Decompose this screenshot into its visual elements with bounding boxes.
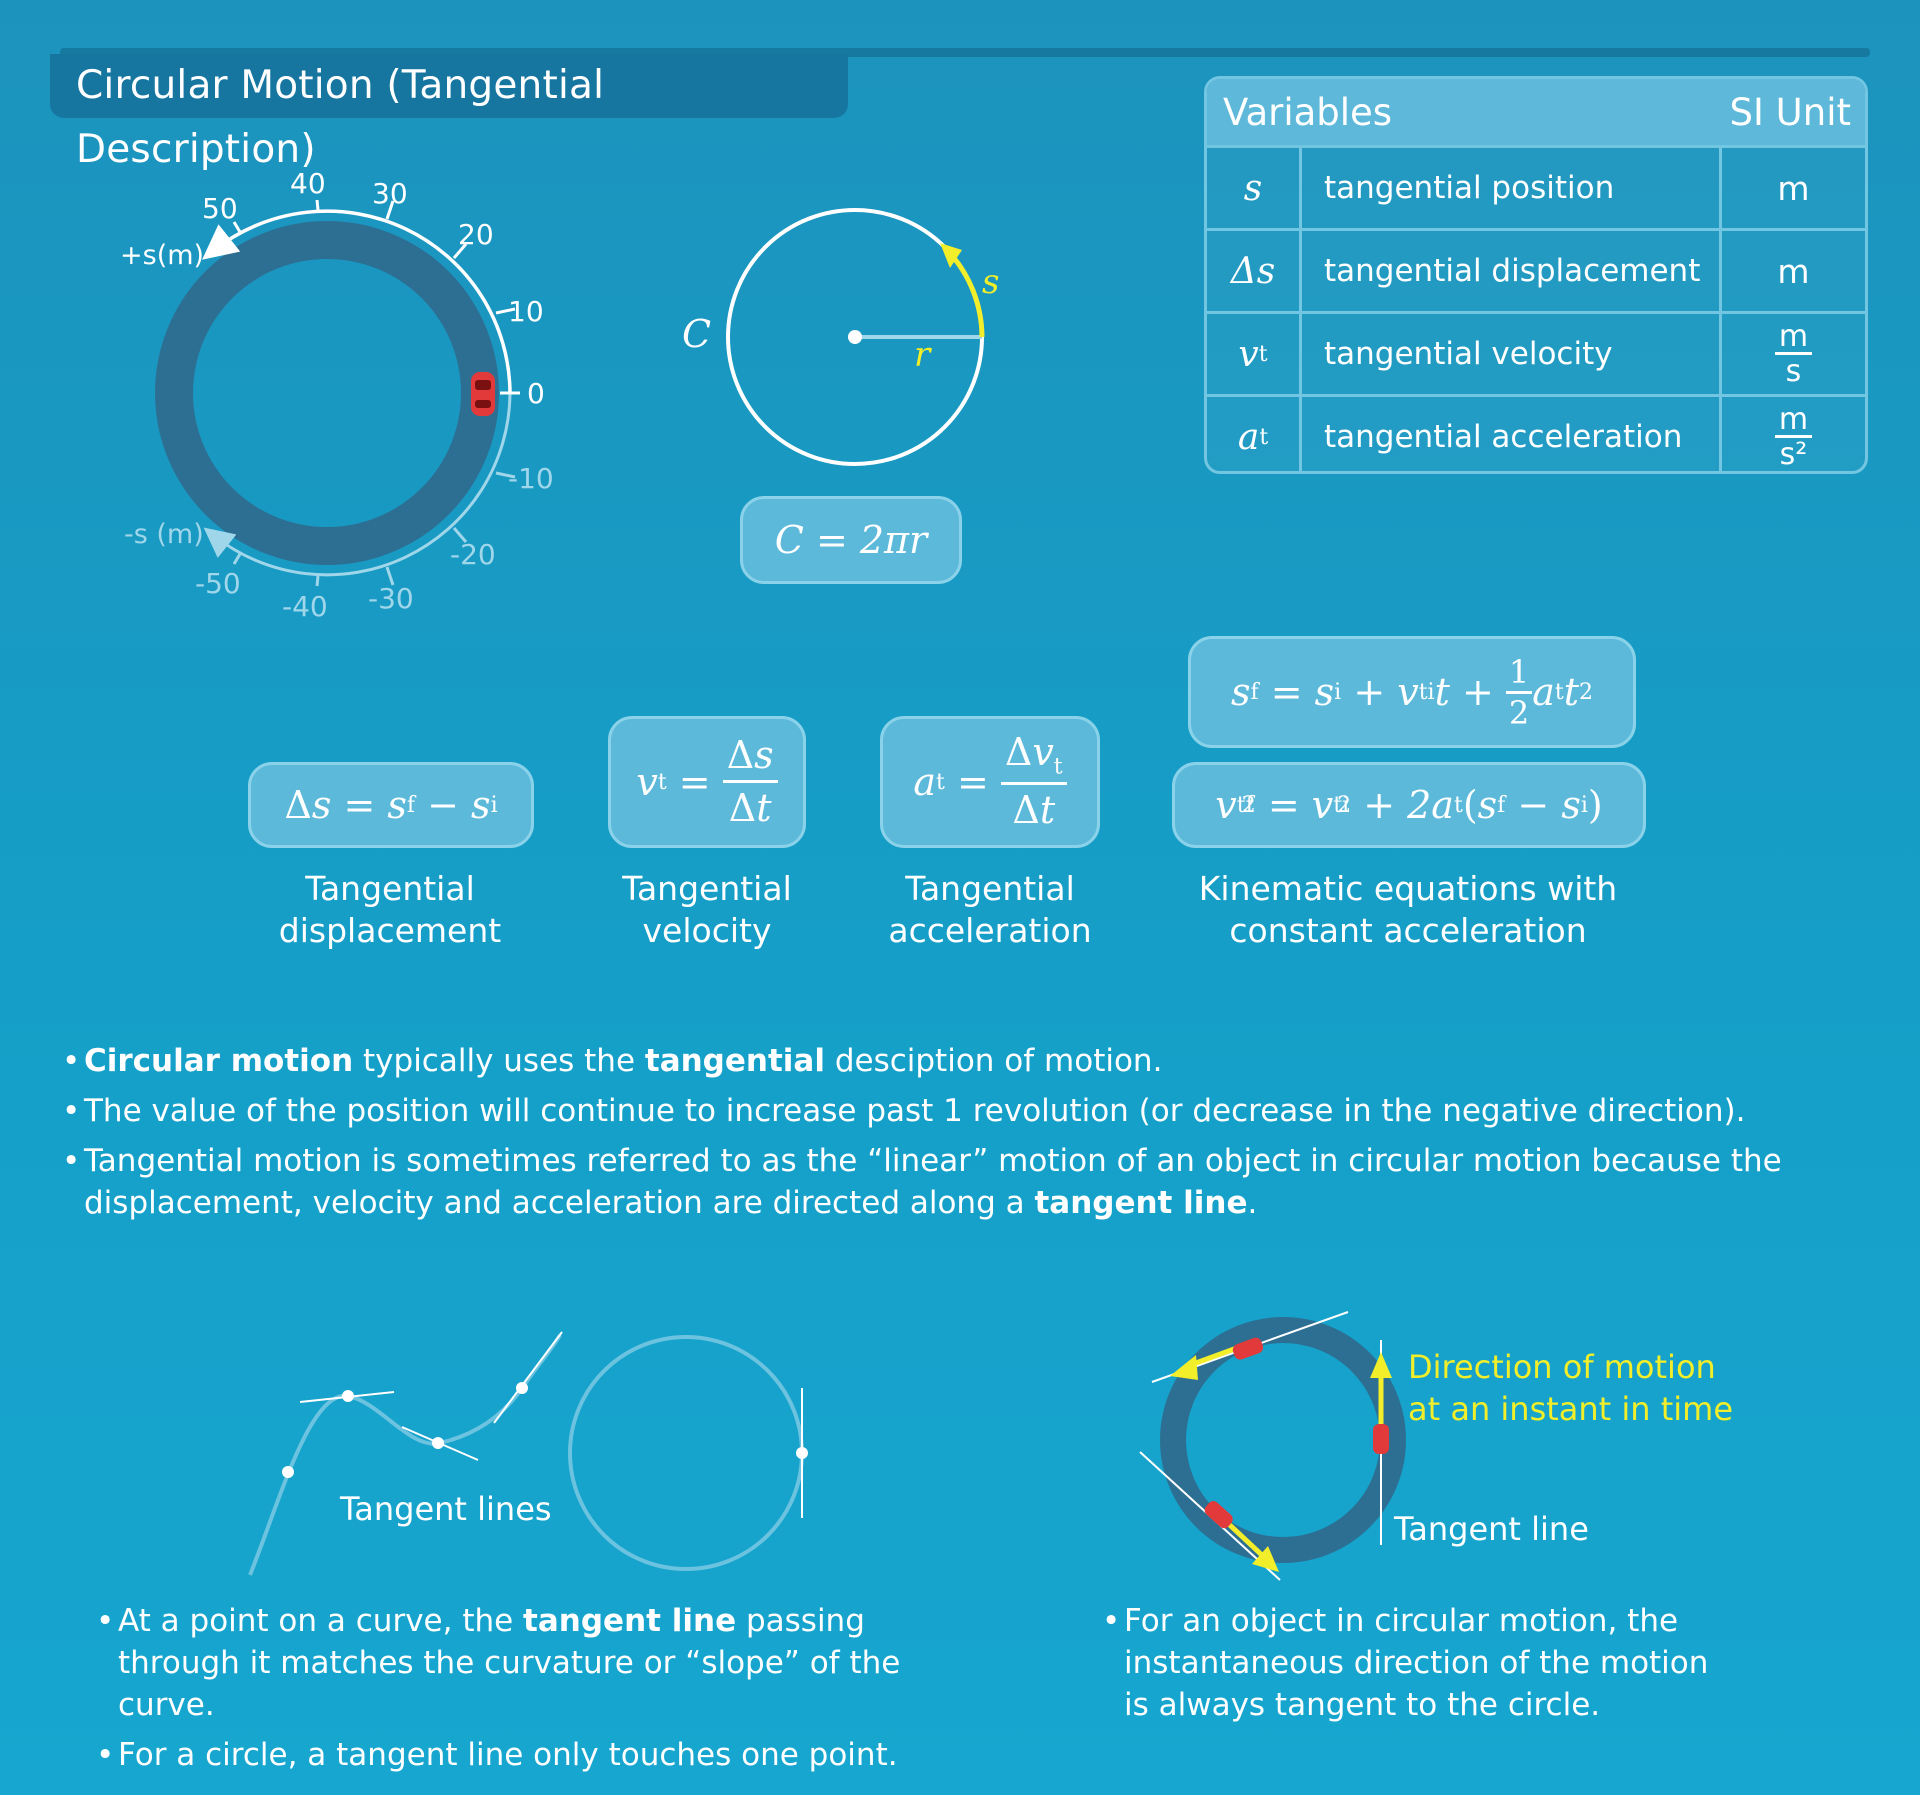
- car-icon-bottom: [1204, 1501, 1233, 1529]
- variable-symbol: Δs: [1207, 231, 1302, 311]
- page-title: Circular Motion (Tangential Description): [50, 54, 848, 172]
- variable-description: tangential position: [1302, 148, 1722, 228]
- variable-description: tangential displacement: [1302, 231, 1722, 311]
- tangent-points: [282, 1382, 528, 1478]
- motion-bullets: For an object in circular motion, the in…: [1102, 1600, 1742, 1734]
- circle-tangent-point: [796, 1447, 808, 1459]
- motion-arrowhead-top: [1170, 1355, 1198, 1380]
- kinematic-equation-2: v tf 2 = v ti 2 + 2a t(s f − s i): [1172, 762, 1646, 848]
- positive-axis-label: +s(m): [120, 240, 204, 271]
- circumference-formula: C = 2πr: [740, 496, 962, 584]
- tick-label-20: 20: [458, 218, 494, 251]
- motion-arrowhead-bottom: [1252, 1546, 1279, 1572]
- motion-track-ring: [1160, 1317, 1406, 1563]
- scale-arc-negative: [203, 392, 512, 577]
- bullet-2: The value of the position will continue …: [62, 1090, 1862, 1132]
- circumference-diagram: [726, 208, 985, 466]
- car-icon-top: [1232, 1337, 1264, 1360]
- motion-bullet-1: For an object in circular motion, the in…: [1102, 1600, 1742, 1726]
- circumference-formula-text: C = 2πr: [774, 518, 928, 562]
- header-si-unit: SI Unit: [1729, 90, 1851, 134]
- tick-label-neg30: -30: [368, 582, 414, 615]
- tangent-bullet-2: For a circle, a tangent line only touche…: [96, 1734, 996, 1776]
- tick-label-40: 40: [290, 167, 326, 200]
- tick-label-10: 10: [508, 295, 544, 328]
- acceleration-caption: Tangential acceleration: [888, 869, 1092, 950]
- motion-direction-diagram: [1139, 1311, 1406, 1581]
- radius-label: r: [914, 335, 931, 375]
- tangent-bullets: At a point on a curve, the tangent line …: [96, 1600, 996, 1784]
- curve-line: [248, 1334, 562, 1576]
- table-row: s tangential position m: [1207, 145, 1865, 228]
- tick-label-30: 30: [372, 177, 408, 210]
- car-icon: [471, 372, 495, 416]
- direction-of-motion-label: Direction of motion at an instant in tim…: [1408, 1348, 1734, 1428]
- table-row: Δs tangential displacement m: [1207, 228, 1865, 311]
- variable-description: tangential velocity: [1302, 314, 1722, 394]
- tangent-lines-diagram: [248, 1331, 808, 1576]
- scale-ticks-negative: [232, 471, 516, 587]
- tangent-bullet-1: At a point on a curve, the tangent line …: [96, 1600, 996, 1726]
- tangent-lines-label: Tangent lines: [340, 1490, 552, 1528]
- tick-label-neg40: -40: [282, 590, 328, 623]
- variable-unit: m: [1777, 168, 1810, 208]
- variable-symbol: s: [1207, 148, 1302, 228]
- negative-axis-label: -s (m): [124, 519, 204, 550]
- arc-arrowhead: [940, 243, 962, 268]
- tick-label-50: 50: [202, 192, 238, 225]
- main-bullets: Circular motion typically uses the tange…: [62, 1040, 1862, 1232]
- variable-unit: m: [1777, 251, 1810, 291]
- title-underline: [60, 48, 1870, 57]
- tick-label-0: 0: [527, 377, 545, 410]
- center-dot: [848, 330, 862, 344]
- variable-description: tangential acceleration: [1302, 397, 1722, 471]
- tick-label-neg10: -10: [508, 462, 554, 495]
- motion-arrowhead-right: [1370, 1352, 1392, 1378]
- car-icon-right: [1373, 1424, 1389, 1454]
- variable-unit: m s²: [1722, 397, 1865, 471]
- tangent-line-label: Tangent line: [1394, 1510, 1589, 1548]
- circumference-label: C: [682, 312, 712, 356]
- track-ring: [155, 221, 499, 565]
- displacement-caption: Tangential displacement: [278, 869, 502, 950]
- arc-length-s: [946, 249, 985, 338]
- header-variables: Variables: [1223, 90, 1393, 134]
- scale-ticks: [232, 199, 520, 395]
- tangent-circle: [568, 1335, 804, 1571]
- kinematic-caption: Kinematic equations with constant acceler…: [1198, 869, 1618, 950]
- variables-table: Variables SI Unit s tangential position …: [1204, 76, 1868, 474]
- circular-track-diagram: 50 40 30 20 10 0 -10 -20 -30 -40 -50 +s(…: [120, 167, 554, 623]
- tick-label-neg20: -20: [450, 538, 496, 571]
- bullet-3: Tangential motion is sometimes referred …: [62, 1140, 1862, 1224]
- velocity-caption: Tangential velocity: [622, 869, 792, 950]
- arc-s-label: s: [982, 262, 1000, 302]
- scale-arc-positive: [202, 209, 512, 394]
- bullet-1: Circular motion typically uses the tange…: [62, 1040, 1862, 1082]
- tick-label-neg50: -50: [195, 567, 241, 600]
- variables-table-header: Variables SI Unit: [1207, 79, 1865, 145]
